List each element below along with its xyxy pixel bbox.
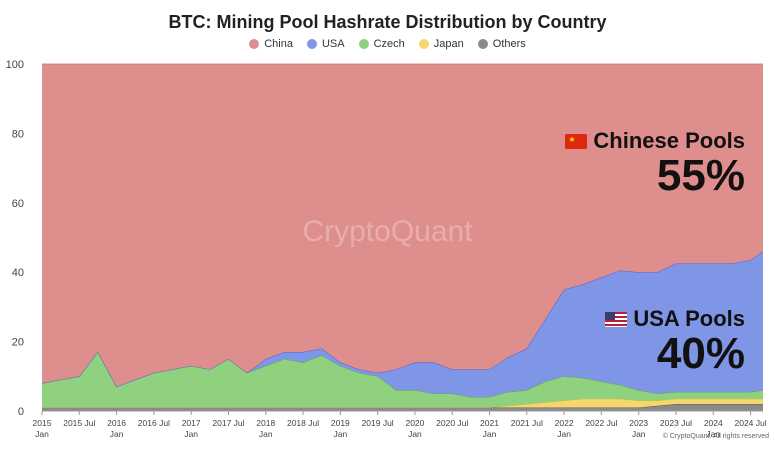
x-tick-label: 2015 Jul	[63, 418, 95, 428]
x-tick-label: 2016 Jul	[138, 418, 170, 428]
x-tick-label-month: Jan	[632, 429, 646, 439]
area-series-czech	[42, 352, 763, 408]
usa-flag-icon	[605, 311, 628, 327]
china-annotation-label: Chinese Pools	[593, 128, 745, 153]
x-tick-label: 2024	[704, 418, 723, 428]
legend-swatch	[418, 39, 429, 49]
x-tick-label-month: Jan	[706, 429, 720, 439]
x-tick-label-month: Jan	[184, 429, 198, 439]
x-tick-label: 2018 Jul	[287, 418, 319, 428]
legend-label: China	[264, 38, 293, 50]
x-tick-label-month: Jan	[333, 429, 347, 439]
area-series-usa	[42, 251, 763, 398]
x-tick-label: 2021	[480, 418, 499, 428]
x-tick-label: 2018	[256, 418, 275, 428]
x-tick-label: 2020 Jul	[436, 418, 468, 428]
y-tick-label: 40	[12, 267, 24, 279]
area-series-japan	[42, 398, 763, 408]
x-tick-label-month: Jan	[483, 429, 497, 439]
x-tick-label: 2024 Jul	[734, 418, 766, 428]
china-annotation-pct: 55%	[656, 151, 745, 200]
y-tick-label: 100	[6, 59, 24, 71]
legend-label: Japan	[433, 38, 464, 50]
x-tick-label: 2016	[107, 418, 126, 428]
usa-annotation-label: USA Pools	[633, 306, 745, 331]
x-tick-label: 2015	[33, 418, 52, 428]
chart-title: BTC: Mining Pool Hashrate Distribution b…	[168, 12, 607, 32]
x-tick-label: 2020	[405, 418, 424, 428]
x-tick-label: 2019	[331, 418, 350, 428]
china-annotation: ★ Chinese Pools 55%	[565, 128, 745, 198]
china-flag-icon: ★	[565, 133, 588, 149]
x-tick-label: 2017 Jul	[212, 418, 244, 428]
x-tick-label-month: Jan	[408, 429, 422, 439]
legend-label: Others	[492, 38, 526, 50]
legend-label: Czech	[373, 38, 405, 50]
copyright-credit: © CryptoQuant. All rights reserved	[662, 433, 769, 440]
chart-legend: China USA Czech Japan Others	[0, 38, 775, 50]
y-tick-label: 60	[12, 198, 24, 210]
x-tick-label: 2017	[182, 418, 201, 428]
legend-item-czech[interactable]: Czech	[358, 38, 405, 50]
y-tick-label: 0	[18, 406, 24, 418]
legend-item-usa[interactable]: USA	[306, 38, 345, 50]
x-tick-label: 2023 Jul	[660, 418, 692, 428]
x-tick-label: 2022	[555, 418, 574, 428]
legend-swatch	[249, 39, 260, 49]
x-tick-label-month: Jan	[110, 429, 124, 439]
legend-swatch	[306, 39, 317, 49]
y-tick-label: 80	[12, 128, 24, 140]
x-tick-label: 2023	[629, 418, 648, 428]
x-tick-label-month: Jan	[557, 429, 571, 439]
legend-item-others[interactable]: Others	[477, 38, 526, 50]
x-tick-label: 2019 Jul	[362, 418, 394, 428]
x-tick-label-month: Jan	[35, 429, 49, 439]
legend-swatch	[477, 39, 488, 49]
usa-annotation: USA Pools 40%	[605, 306, 745, 376]
x-tick-label-month: Jan	[259, 429, 273, 439]
usa-annotation-pct: 40%	[656, 329, 745, 378]
x-tick-label: 2021 Jul	[511, 418, 543, 428]
x-tick-label: 2022 Jul	[585, 418, 617, 428]
legend-label: USA	[321, 38, 345, 50]
legend-item-china[interactable]: China	[249, 38, 293, 50]
legend-swatch	[358, 39, 369, 49]
y-tick-label: 20	[12, 337, 24, 349]
legend-item-japan[interactable]: Japan	[418, 38, 464, 50]
